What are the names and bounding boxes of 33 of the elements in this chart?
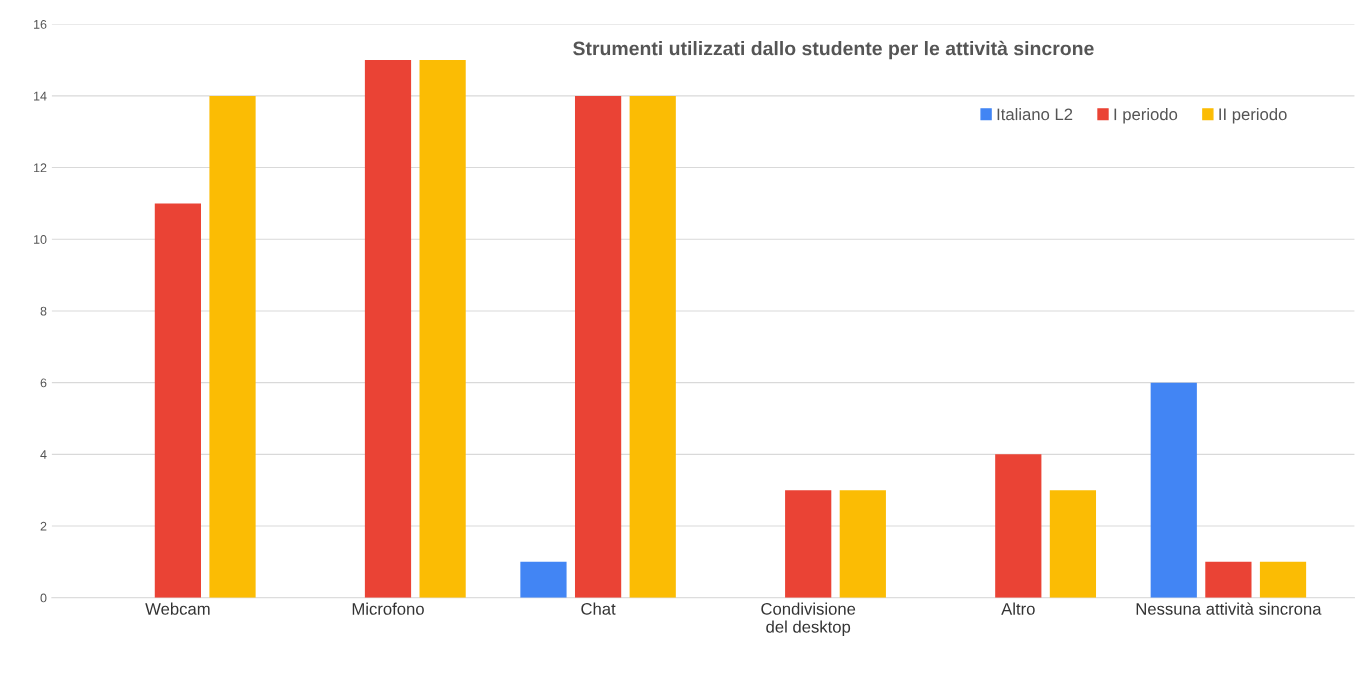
x-tick-label: Microfono xyxy=(352,602,424,615)
x-tick-label: Webcam xyxy=(145,602,210,615)
bar xyxy=(629,95,676,598)
bar xyxy=(1205,561,1252,598)
x-tick-label: Chat xyxy=(581,602,616,615)
bar xyxy=(574,95,622,598)
y-tick-label: 2 xyxy=(40,521,47,531)
y-tick-label: 10 xyxy=(34,235,47,244)
text: Strumenti utilizzati dallo studente per le attività sincrone xyxy=(573,40,1094,60)
x-tick-label: Altro xyxy=(1001,602,1035,615)
bar xyxy=(154,203,201,598)
bar xyxy=(839,490,886,598)
x-tick-label: Nessuna attività sincrona xyxy=(1136,602,1322,615)
bar xyxy=(1259,561,1307,598)
bar xyxy=(209,95,256,598)
bar xyxy=(1150,382,1197,598)
legend-label: I periodo xyxy=(1114,108,1178,124)
bar xyxy=(995,454,1042,598)
bar xyxy=(419,60,466,598)
x-tick-label: Condivisione del desktop xyxy=(761,602,856,637)
bar xyxy=(520,561,567,598)
bar xyxy=(785,490,832,598)
y-tick-label: 14 xyxy=(34,91,47,101)
legend-label: Italiano L2 xyxy=(997,108,1073,121)
bar xyxy=(364,60,412,598)
legend-label: II periodo xyxy=(1219,108,1287,124)
y-tick-label: 6 xyxy=(40,378,47,388)
y-tick-label: 12 xyxy=(34,163,47,173)
y-tick-label: 8 xyxy=(40,306,47,316)
bar xyxy=(1049,490,1097,598)
y-tick-label: 16 xyxy=(34,19,47,29)
y-tick-label: 4 xyxy=(40,450,47,459)
y-tick-label: 0 xyxy=(40,593,47,603)
